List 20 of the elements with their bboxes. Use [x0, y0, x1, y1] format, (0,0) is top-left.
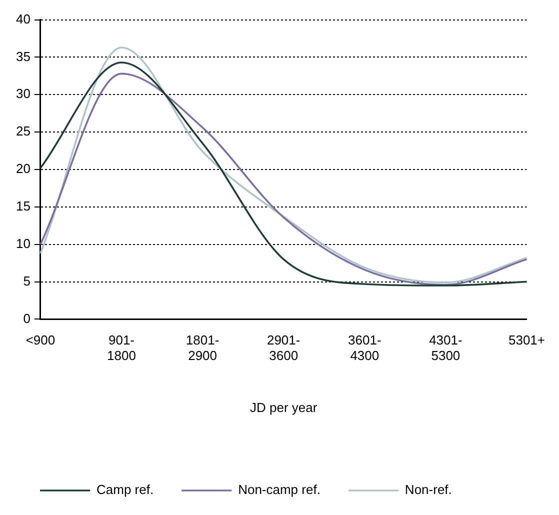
- legend-label: Camp ref.: [96, 482, 154, 498]
- y-tick-label: 35: [16, 48, 30, 64]
- y-tick-label: 5: [23, 273, 30, 288]
- x-tick-label: 3601-4300: [348, 332, 382, 364]
- x-tick-label: <900: [26, 332, 56, 348]
- x-tick-label: 5301+: [508, 332, 545, 348]
- y-tick-label: 25: [16, 124, 30, 139]
- x-axis-title: JD per year: [250, 400, 318, 415]
- x-tick-label: 901-1800: [107, 332, 136, 364]
- y-tick-label: 40: [16, 11, 30, 26]
- legend-label: Non-camp ref.: [238, 482, 320, 498]
- x-tick-label: 2901-3600: [266, 332, 300, 364]
- y-tick-label: 15: [16, 198, 30, 214]
- y-tick-label: 30: [16, 86, 30, 102]
- y-tick-label: 0: [23, 310, 30, 326]
- y-tick-label: 10: [16, 236, 30, 251]
- legend-label: Non-ref.: [404, 482, 452, 498]
- x-tick-label: 4301-5300: [429, 332, 462, 364]
- x-tick-label: 1801-2900: [186, 332, 220, 364]
- y-tick-label: 20: [16, 161, 30, 176]
